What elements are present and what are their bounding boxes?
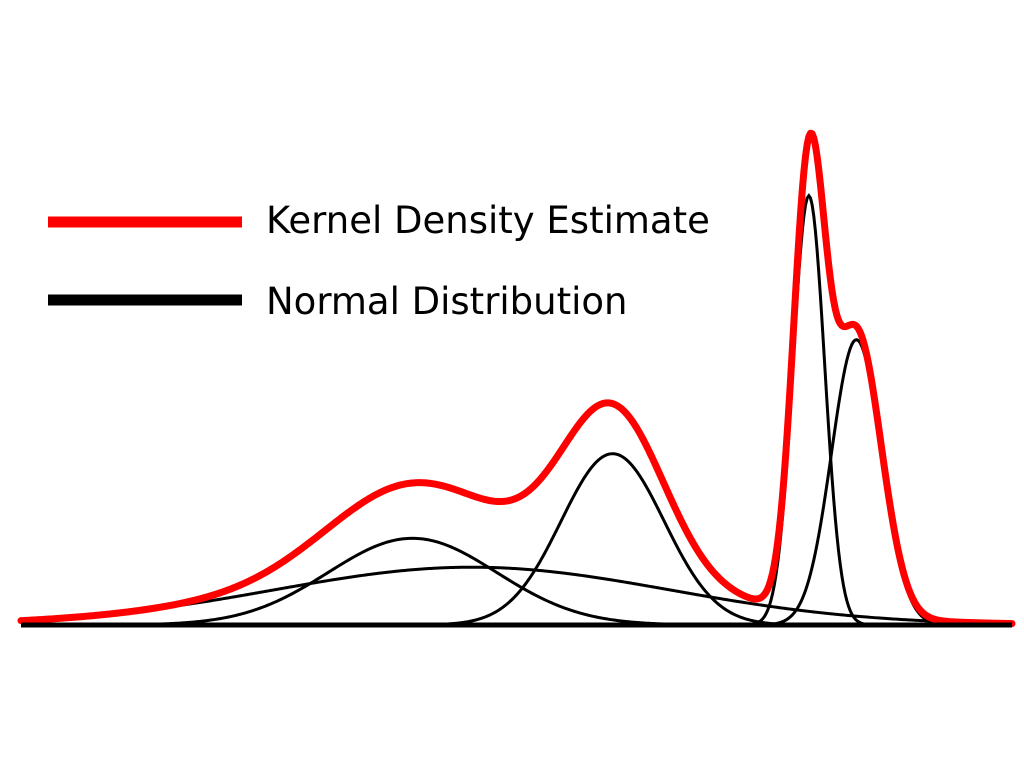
- normal-distribution-curve-4: [21, 193, 1012, 627]
- legend-normal-label: Normal Distribution: [266, 280, 628, 323]
- normal-distribution-curve-5: [21, 338, 1012, 627]
- kde-curve: [17, 129, 1016, 628]
- normal-distribution-curve-3: [21, 452, 1012, 627]
- legend: Kernel Density Estimate Normal Distribut…: [48, 199, 710, 323]
- legend-kde-label: Kernel Density Estimate: [266, 199, 710, 242]
- normal-distribution-curves: [20, 193, 1013, 627]
- normal-distribution-curve-1: [21, 536, 1012, 627]
